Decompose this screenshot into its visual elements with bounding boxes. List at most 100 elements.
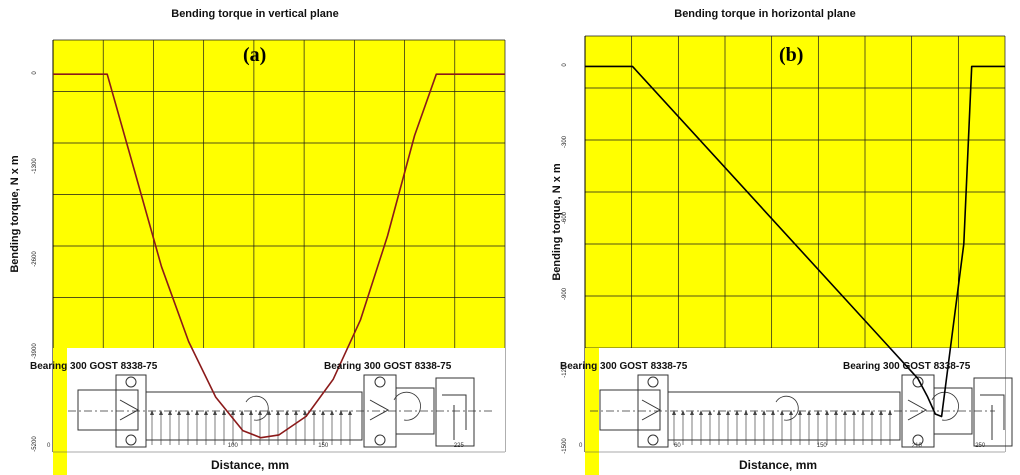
bearing-label-right: Bearing 300 GOST 8338-75 — [843, 361, 971, 372]
x-axis-label: Distance, mm — [739, 458, 818, 472]
load-arrow-head — [771, 410, 775, 415]
load-arrow-head — [195, 410, 199, 415]
panel-tag: (a) — [243, 44, 267, 66]
load-arrow-head — [681, 410, 685, 415]
load-arrow-head — [672, 410, 676, 415]
bearing-ball-icon — [912, 376, 924, 388]
load-arrow-head — [834, 410, 838, 415]
schematic-edge — [53, 348, 67, 475]
load-arrow-head — [294, 410, 298, 415]
chart-panel-a: Bending torque in vertical plane Bending… — [9, 8, 506, 475]
y-tick-label: -300 — [562, 135, 568, 148]
bearing-ball-icon — [125, 434, 137, 446]
y-tick-label: 0 — [562, 63, 568, 68]
load-arrow-head — [231, 410, 235, 415]
chart-plot-a — [52, 39, 506, 475]
bearing-cross-icon — [641, 399, 662, 421]
bearing-ball-icon — [647, 434, 659, 446]
load-arrow-head — [321, 410, 325, 415]
bearing-label-left: Bearing 300 GOST 8338-75 — [560, 361, 688, 372]
rotation-arrow-icon — [393, 391, 421, 421]
y-tick-label: -3900 — [32, 343, 38, 359]
load-arrow-head — [312, 410, 316, 415]
load-arrow-head — [168, 410, 172, 415]
chart-panel-b: Bending torque in horizontal plane Bendi… — [510, 0, 1020, 475]
panel-tag: (b) — [779, 44, 804, 66]
load-arrow-head — [204, 410, 208, 415]
y-tick-label: -2600 — [32, 250, 38, 267]
load-arrow-head — [258, 410, 262, 415]
rotation-arrow-icon — [931, 391, 959, 421]
x-axis-label: Distance, mm — [211, 458, 290, 472]
load-arrow-head — [825, 410, 829, 415]
load-arrow-head — [708, 410, 712, 415]
shaft-end-right — [395, 387, 435, 435]
load-arrow-head — [150, 410, 154, 415]
y-tick-label: -1300 — [32, 158, 38, 174]
x-tick-label: 0 — [47, 443, 51, 449]
load-arrow-head — [861, 410, 865, 415]
force-arrow-icon — [980, 394, 1005, 440]
load-arrow-head — [213, 410, 217, 415]
load-arrow-head — [276, 410, 280, 415]
y-tick-label: -1200 — [562, 362, 568, 378]
load-arrow-head — [852, 410, 856, 415]
load-arrow-head — [816, 410, 820, 415]
load-arrow-head — [177, 410, 181, 415]
load-arrow-head — [267, 410, 271, 415]
load-arrow-head — [717, 410, 721, 415]
x-tick-label: 100 — [227, 443, 238, 449]
load-arrow-head — [348, 410, 352, 415]
y-tick-label: -600 — [562, 211, 568, 224]
load-arrow-head — [780, 410, 784, 415]
load-arrow-head — [330, 410, 334, 415]
shaft-body — [667, 391, 901, 441]
x-tick-label: 225 — [453, 443, 464, 449]
load-arrow-head — [285, 410, 289, 415]
bearing-label-right: Bearing 300 GOST 8338-75 — [324, 361, 452, 372]
bearing-ball-icon — [647, 376, 659, 388]
load-arrow-head — [699, 410, 703, 415]
load-arrow-head — [735, 410, 739, 415]
bearing-label-left: Bearing 300 GOST 8338-75 — [30, 361, 158, 372]
load-arrow-head — [159, 410, 163, 415]
bearing-cross-icon — [369, 399, 390, 421]
series-line — [53, 73, 505, 439]
load-arrow-head — [798, 410, 802, 415]
rotation-arrow-icon — [245, 395, 269, 421]
load-arrow-head — [879, 410, 883, 415]
shaft-body — [145, 391, 363, 441]
series-line — [585, 65, 1005, 418]
x-tick-label: 210 — [911, 443, 922, 449]
bearing-ball-icon — [374, 376, 386, 388]
x-tick-label: 250 — [975, 443, 986, 449]
y-tick-label: -900 — [562, 287, 568, 300]
x-tick-label: 150 — [318, 443, 329, 449]
load-arrow-head — [753, 410, 757, 415]
y-tick-label: -1500 — [562, 438, 568, 454]
bearing-cross-icon — [119, 399, 140, 421]
load-arrow-head — [690, 410, 694, 415]
load-arrow-head — [888, 410, 892, 415]
y-tick-label: 0 — [32, 71, 38, 75]
chart-title: Bending torque in horizontal plane — [674, 8, 856, 20]
load-arrow-head — [726, 410, 730, 415]
x-tick-label: 0 — [579, 443, 583, 449]
coupling-box — [435, 377, 475, 447]
load-arrow-head — [186, 410, 190, 415]
shaft-schematic — [53, 348, 505, 475]
load-arrow-head — [762, 410, 766, 415]
x-tick-label: 60 — [674, 443, 681, 449]
chart-plot-b — [584, 35, 1013, 475]
bearing-ball-icon — [374, 434, 386, 446]
load-arrow-head — [240, 410, 244, 415]
load-arrow-head — [339, 410, 343, 415]
load-arrow-head — [843, 410, 847, 415]
coupling-box — [973, 377, 1013, 447]
load-arrow-head — [807, 410, 811, 415]
load-arrow-head — [303, 410, 307, 415]
x-tick-label: 150 — [816, 443, 827, 449]
chart-title: Bending torque in vertical plane — [171, 8, 339, 20]
load-arrow-head — [222, 410, 226, 415]
bearing-ball-icon — [125, 376, 137, 388]
